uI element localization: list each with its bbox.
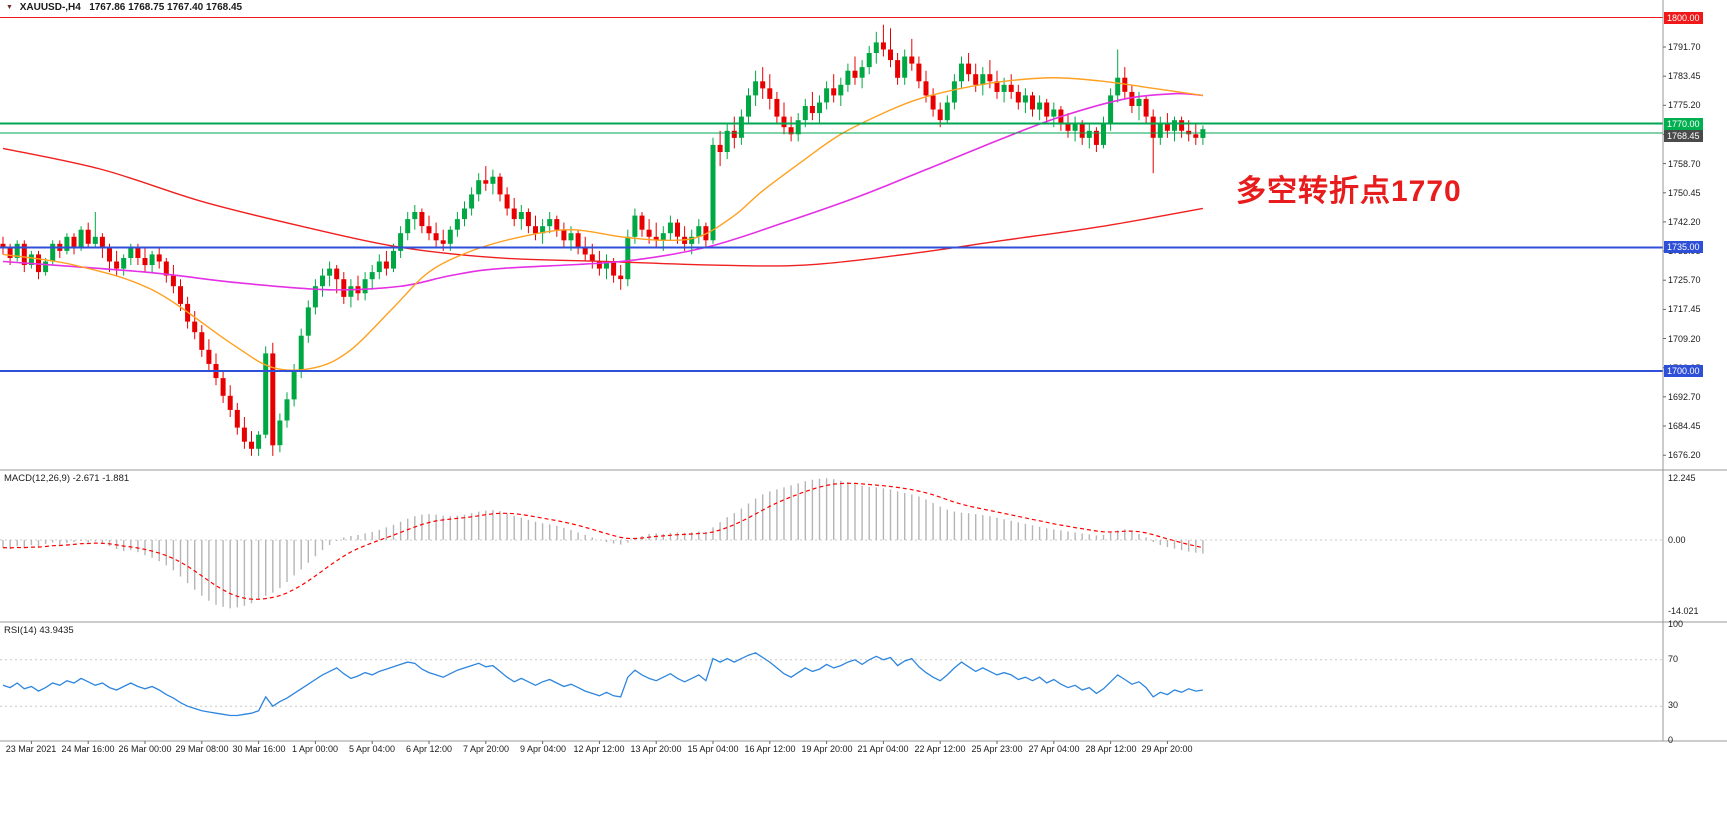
price-tick-label: 1709.20 [1668,334,1701,344]
time-axis-label: 19 Apr 20:00 [801,744,853,754]
time-axis[interactable]: 23 Mar 2021 24 Mar 16:00 26 Mar 00:00 29 Ma… [0,741,1727,759]
rsi-axis-label: 100 [1668,619,1684,629]
chart-title: ▼ XAUUSD-,H4 1767.86 1768.75 1767.40 176… [6,2,242,13]
time-axis-label: 5 Apr 04:00 [348,744,396,754]
symbol-marker-icon: ▼ [6,4,13,11]
price-tick-label: 1692.70 [1668,392,1701,402]
time-axis-label: 28 Apr 12:00 [1085,744,1137,754]
time-axis-label: 1 Apr 00:00 [291,744,339,754]
time-axis-label: 30 Mar 16:00 [232,744,286,754]
price-tick-label: 1791.70 [1668,42,1701,52]
chart-ohlc-values: 1767.86 1768.75 1767.40 1768.45 [89,2,243,13]
time-axis-label: 27 Apr 04:00 [1028,744,1080,754]
rsi-line [2,652,1203,717]
rsi-axis-label: 0 [1668,735,1674,745]
annotation-text[interactable]: 多空转折点1770 [1236,175,1462,208]
horizontal-level-lines[interactable] [0,17,1663,373]
price-tick-label: 1717.45 [1668,304,1701,314]
price-tick-label: 1750.45 [1668,188,1701,198]
price-marker-1800.00: 1800.00 [1664,12,1703,24]
pane-separators [0,0,1727,742]
time-axis-label: 9 Apr 04:00 [519,744,567,754]
macd-axis-label: -14.021 [1668,606,1699,616]
axis-tick-marks [30,46,1666,744]
time-axis-label: 16 Apr 12:00 [744,744,796,754]
price-marker-1700.00: 1700.00 [1664,365,1703,377]
ma-mid-line [2,92,1203,291]
time-axis-label: 21 Apr 04:00 [857,744,909,754]
price-tick-label: 1684.45 [1668,421,1701,431]
price-tick-label: 1783.45 [1668,71,1701,81]
time-axis-label: 13 Apr 20:00 [630,744,682,754]
price-marker-1770.00: 1770.00 [1664,118,1703,130]
price-marker-1768.45: 1768.45 [1664,130,1703,142]
price-tick-label: 1758.70 [1668,159,1701,169]
ma-slow-line [2,147,1204,267]
time-axis-label: 26 Mar 00:00 [118,744,172,754]
macd-signal-line [2,482,1204,600]
time-axis-label: 25 Apr 23:00 [971,744,1023,754]
time-axis-label: 6 Apr 12:00 [405,744,453,754]
ma-fast-line [2,77,1203,371]
macd-indicator-label: MACD(12,26,9) -2.671 -1.881 [4,473,130,484]
rsi-axis-label: 70 [1668,654,1679,664]
price-tick-label: 1725.70 [1668,275,1701,285]
time-axis-label: 7 Apr 20:00 [462,744,510,754]
time-axis-label: 29 Apr 20:00 [1141,744,1193,754]
chart-symbol-label: XAUUSD-,H4 [19,2,81,13]
time-axis-label: 23 Mar 2021 [5,744,57,754]
time-axis-label: 15 Apr 04:00 [687,744,739,754]
price-tick-label: 1742.20 [1668,217,1701,227]
price-tick-label: 1775.20 [1668,100,1701,110]
rsi-indicator-label: RSI(14) 43.9435 [4,625,74,636]
rsi-axis-label: 30 [1668,700,1679,710]
time-axis-label: 22 Apr 12:00 [914,744,966,754]
price-tick-label: 1676.20 [1668,450,1701,460]
candles-series [0,24,1206,456]
macd-axis-label: 0.00 [1668,535,1686,545]
macd-histogram [2,478,1204,609]
price-marker-1735.00: 1735.00 [1664,241,1703,253]
grid-lines [0,539,1663,707]
time-axis-label: 29 Mar 08:00 [175,744,229,754]
time-axis-label: 12 Apr 12:00 [573,744,625,754]
time-axis-label: 24 Mar 16:00 [61,744,115,754]
macd-axis-label: 12.245 [1668,473,1696,483]
